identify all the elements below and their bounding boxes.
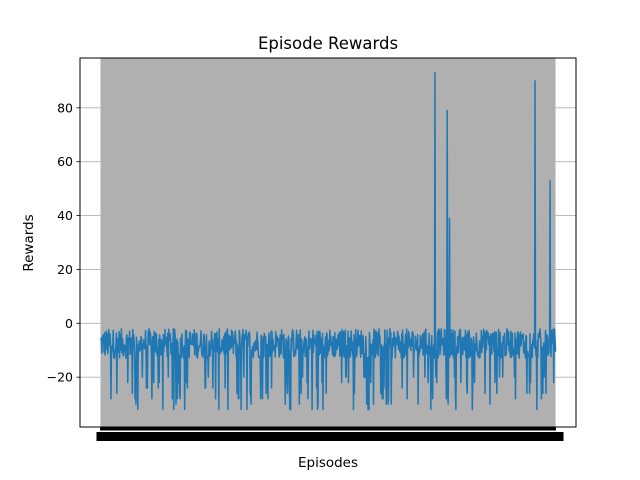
- x-tick-labels-overlap: [96, 432, 564, 441]
- y-ticks: −20 0 20 40 60 80: [47, 100, 80, 385]
- y-tick-label: 20: [57, 262, 73, 277]
- reward-series: [99, 72, 557, 411]
- y-tick-label: −20: [47, 370, 73, 385]
- y-tick-label: 0: [65, 316, 73, 331]
- plot-frame: [79, 57, 577, 428]
- y-axis-label: Rewards: [21, 214, 37, 271]
- x-axis-label: Episodes: [298, 455, 358, 471]
- y-tick-label: 40: [57, 208, 73, 223]
- y-gridlines: [80, 107, 576, 378]
- reward-line: [99, 72, 557, 411]
- chart-title: Episode Rewards: [258, 34, 398, 53]
- y-tick-label: 60: [57, 154, 73, 169]
- y-tick-label: 80: [57, 100, 73, 115]
- x-ticks: [96, 427, 564, 441]
- x-tick-marks: [100, 427, 556, 431]
